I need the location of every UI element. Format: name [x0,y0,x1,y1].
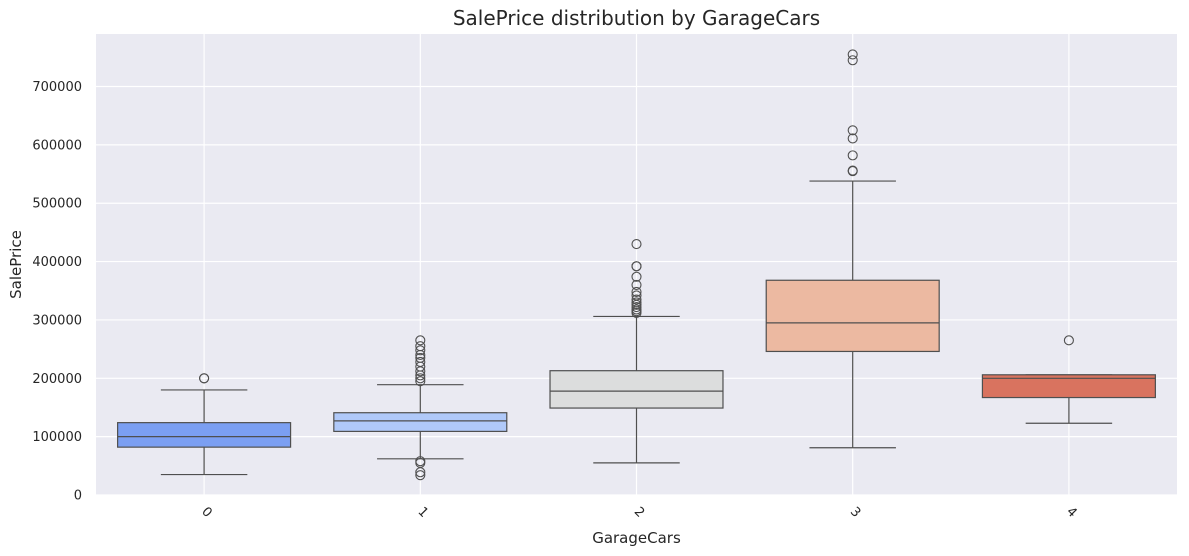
box-group-1 [333,335,508,481]
y-tick-label: 500000 [32,197,82,212]
chart-title: SalePrice distribution by GarageCars [453,6,820,30]
x-tick-label: 0 [198,504,214,520]
y-tick-label: 400000 [32,255,82,270]
x-tick-label: 1 [415,504,431,520]
outlier-point [415,373,426,384]
outlier-point [631,304,642,315]
x-tick-label: 3 [847,504,863,520]
x-axis-label: GarageCars [592,529,681,547]
outlier-point [415,376,426,387]
outlier-point [199,373,210,384]
outlier-point [415,456,426,467]
y-tick-label: 600000 [32,138,82,153]
outlier-point [415,356,426,368]
outlier-point [847,49,858,60]
iqr-box [549,370,724,409]
x-tick-label: 2 [631,504,647,520]
y-tick-label: 300000 [32,313,82,328]
outlier-point [415,345,426,356]
box-group-0 [117,373,292,476]
y-tick-label: 0 [74,489,82,504]
outlier-point [415,335,426,346]
y-tick-label: 700000 [32,80,82,95]
outlier-point [847,55,858,66]
y-axis-label: SalePrice [7,230,25,299]
outlier-point [631,290,642,301]
x-axis-ticks: 0 1 2 3 4 [198,504,1079,520]
y-tick-label: 100000 [32,430,82,445]
outlier-point [847,133,858,144]
outlier-point [631,286,642,297]
y-axis-ticks: 0 100000 200000 300000 400000 500000 600000 700… [32,80,82,503]
outlier-point [1063,335,1074,346]
box-group-2 [549,239,724,464]
outlier-point [415,341,426,352]
outlier-point [847,150,858,161]
iqr-box [981,374,1156,399]
outlier-point [631,271,642,282]
outlier-point [631,302,642,313]
x-tick-label: 4 [1063,504,1079,520]
outlier-point [415,470,426,481]
outlier-point [631,297,642,308]
outlier-point [847,125,858,136]
outlier-point [631,279,642,290]
box-series [117,49,1156,481]
y-tick-label: 200000 [32,372,82,387]
box-group-4 [981,335,1156,424]
outlier-point [631,239,642,250]
iqr-box [333,412,508,432]
iqr-box [765,279,940,353]
iqr-box [117,422,292,448]
outlier-point [415,352,426,363]
outlier-point [631,261,642,272]
outlier-point [847,165,858,176]
outlier-point [631,294,642,305]
box-group-3 [765,49,940,449]
